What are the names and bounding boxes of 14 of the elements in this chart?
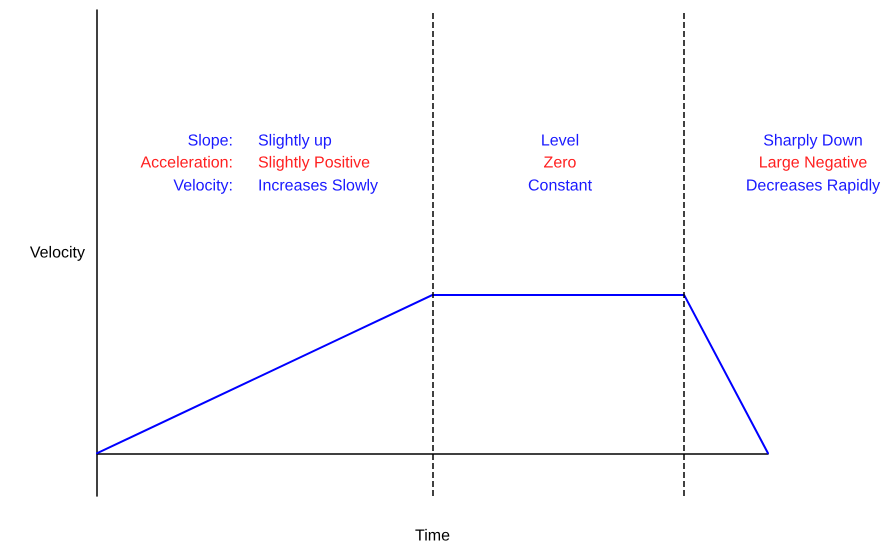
text: Velocity:: [173, 178, 233, 194]
x-axis-title: Time: [415, 528, 450, 544]
text: Decreases Rapidly: [746, 178, 880, 194]
text: Slightly Positive: [258, 154, 370, 172]
y-axis-title: Velocity: [30, 244, 85, 262]
text: Level: [540, 132, 580, 150]
text: Large Negative: [758, 154, 868, 172]
text: Zero: [544, 154, 577, 172]
text: Slightly up: [258, 132, 332, 150]
text: Slope:: [188, 132, 233, 150]
text: Sharply Down: [763, 132, 863, 150]
text: Constant: [528, 178, 593, 194]
text: Increases Slowly: [258, 178, 378, 194]
text: Acceleration:: [140, 154, 233, 172]
